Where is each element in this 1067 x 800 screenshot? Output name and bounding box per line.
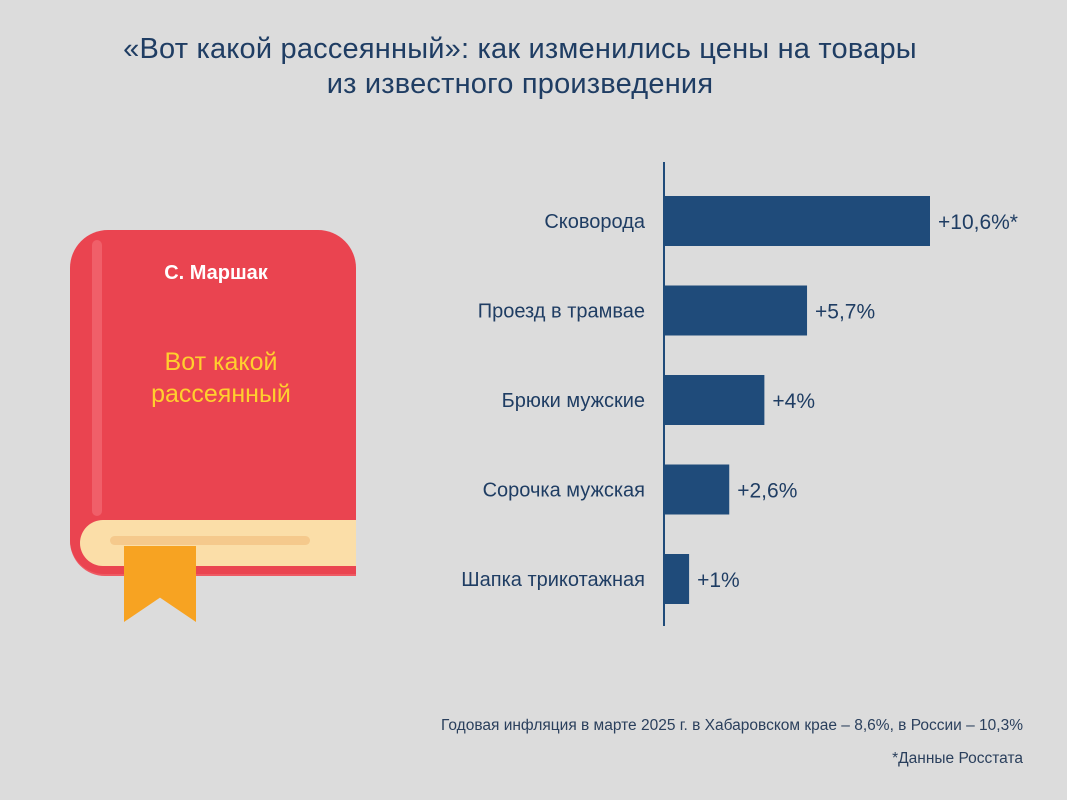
chart-title: «Вот какой рассеянный»: как изменились ц… — [0, 32, 1040, 102]
inflation-footnote: Годовая инфляция в марте 2025 г. в Хабар… — [441, 717, 1023, 734]
bar — [664, 464, 730, 515]
value-label: +2,6% — [737, 480, 797, 503]
book-title-line-2: рассеянный — [151, 380, 291, 408]
book-spine-highlight — [92, 240, 102, 516]
source-footnote: *Данные Росстата — [892, 750, 1023, 767]
bar — [664, 375, 765, 425]
title-line-1: «Вот какой рассеянный»: как изменились ц… — [123, 33, 917, 65]
bar — [664, 554, 690, 604]
book-title: Вот какой рассеянный — [106, 346, 336, 410]
book-pages-line — [110, 536, 310, 545]
category-label: Шапка трикотажная — [461, 569, 645, 591]
book-author: С. Маршак — [164, 262, 268, 284]
value-label: +10,6%* — [938, 211, 1018, 234]
category-label: Проезд в трамвае — [478, 301, 645, 323]
value-label: +1% — [697, 569, 740, 592]
bar — [664, 196, 930, 246]
category-label: Брюки мужские — [502, 390, 645, 412]
value-label: +5,7% — [815, 301, 875, 324]
category-label: Сорочка мужская — [483, 480, 645, 502]
book-cover — [70, 230, 356, 574]
book-illustration: С. Маршак Вот какой рассеянный — [66, 230, 366, 630]
title-line-2: из известного произведения — [326, 68, 714, 100]
value-label: +4% — [772, 390, 815, 413]
book-title-line-1: Вот какой — [164, 348, 278, 376]
bar — [664, 285, 808, 336]
category-label: Сковорода — [544, 211, 646, 233]
